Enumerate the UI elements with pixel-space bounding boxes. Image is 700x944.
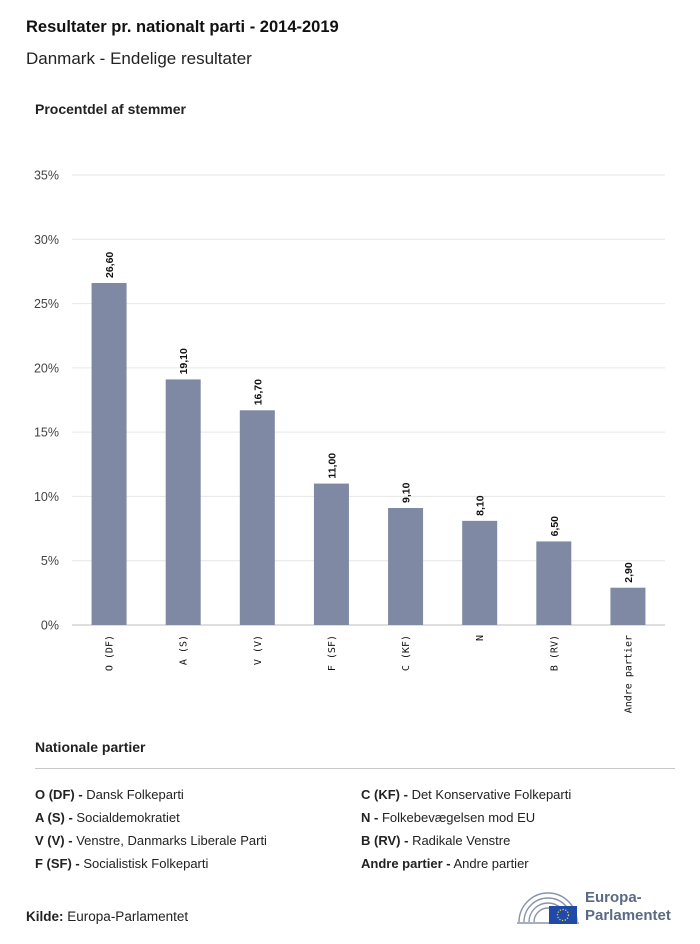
- bar-value-label: 2,90: [623, 562, 635, 583]
- bar: [462, 520, 498, 625]
- legend-name: Andre partier: [453, 856, 529, 871]
- legend-code: F (SF) -: [35, 856, 80, 871]
- x-tick-label: N: [475, 635, 486, 641]
- y-axis-label: Procentdel af stemmer: [35, 101, 186, 117]
- logo-text: Europa- Parlamentet: [585, 889, 671, 925]
- european-parliament-logo: Europa- Parlamentet: [515, 886, 685, 930]
- legend-item-c-kf: C (KF) - Det Konservative Folkeparti: [361, 787, 571, 802]
- legend-title: Nationale partier: [35, 739, 146, 755]
- legend-item-n: N - Folkebevægelsen mod EU: [361, 810, 535, 825]
- bar-value-label: 19,10: [178, 348, 190, 374]
- bar-value-label: 6,50: [549, 516, 561, 537]
- x-tick-label: A (S): [179, 635, 190, 665]
- legend-divider: [35, 768, 675, 769]
- legend-code: Andre partier -: [361, 856, 451, 871]
- source-value: Europa-Parlamentet: [67, 909, 189, 924]
- legend-name: Det Konservative Folkeparti: [411, 787, 572, 802]
- legend-name: Folkebevægelsen mod EU: [381, 810, 536, 825]
- legend-code: C (KF) -: [361, 787, 408, 802]
- legend-item-a-s: A (S) - Socialdemokratiet: [35, 810, 180, 825]
- legend-item-v-v: V (V) - Venstre, Danmarks Liberale Parti: [35, 833, 267, 848]
- bar-value-label: 9,10: [401, 482, 413, 503]
- y-tick-label: 10%: [34, 490, 59, 504]
- bar: [313, 483, 349, 625]
- bar: [165, 379, 201, 625]
- legend-name: Dansk Folkeparti: [86, 787, 184, 802]
- x-tick-label: B (RV): [549, 635, 560, 671]
- y-tick-label: 20%: [34, 361, 59, 375]
- source-label: Kilde:: [26, 909, 64, 924]
- x-tick-label: V (V): [253, 635, 264, 665]
- legend-code: A (S) -: [35, 810, 73, 825]
- legend-code: B (RV) -: [361, 833, 409, 848]
- x-tick-label: O (DF): [105, 635, 116, 671]
- y-tick-label: 15%: [34, 426, 59, 440]
- bar-value-label: 8,10: [475, 495, 487, 516]
- european-parliament-icon: [517, 892, 579, 924]
- x-tick-label: F (SF): [327, 635, 338, 671]
- legend-name: Radikale Venstre: [412, 833, 511, 848]
- logo-line-1: Europa-: [585, 889, 642, 906]
- chart-title: Resultater pr. nationalt parti - 2014-20…: [26, 18, 339, 36]
- chart-subtitle: Danmark - Endelige resultater: [26, 49, 252, 68]
- y-tick-label: 35%: [34, 169, 59, 183]
- bar: [388, 508, 424, 625]
- y-tick-label: 0%: [41, 619, 59, 633]
- y-tick-label: 5%: [41, 554, 59, 568]
- bar-value-label: 16,70: [252, 379, 264, 405]
- legend-item-andre: Andre partier - Andre partier: [361, 856, 529, 871]
- bar-value-label: 26,60: [104, 252, 116, 278]
- bar: [610, 587, 646, 625]
- legend-code: N -: [361, 810, 379, 825]
- logo-line-2: Parlamentet: [585, 907, 671, 924]
- x-tick-label: C (KF): [401, 635, 412, 671]
- legend-code: V (V) -: [35, 833, 73, 848]
- x-tick-label: Andre partier: [623, 635, 634, 713]
- bar: [91, 283, 127, 625]
- legend-item-o-df: O (DF) - Dansk Folkeparti: [35, 787, 184, 802]
- legend-name: Socialistisk Folkeparti: [83, 856, 209, 871]
- bar-value-label: 11,00: [326, 453, 338, 479]
- y-tick-label: 25%: [34, 297, 59, 311]
- legend-item-f-sf: F (SF) - Socialistisk Folkeparti: [35, 856, 208, 871]
- bar: [536, 541, 572, 625]
- legend-name: Socialdemokratiet: [76, 810, 180, 825]
- legend-code: O (DF) -: [35, 787, 83, 802]
- bar: [239, 410, 275, 625]
- y-tick-label: 30%: [34, 233, 59, 247]
- legend-item-b-rv: B (RV) - Radikale Venstre: [361, 833, 510, 848]
- legend-name: Venstre, Danmarks Liberale Parti: [76, 833, 267, 848]
- source-note: Kilde: Europa-Parlamentet: [26, 909, 188, 924]
- bar-chart: 0% 5% 10% 15% 20% 25% 30% 35% 26,60 O (DF) 19,10 A …: [34, 169, 665, 713]
